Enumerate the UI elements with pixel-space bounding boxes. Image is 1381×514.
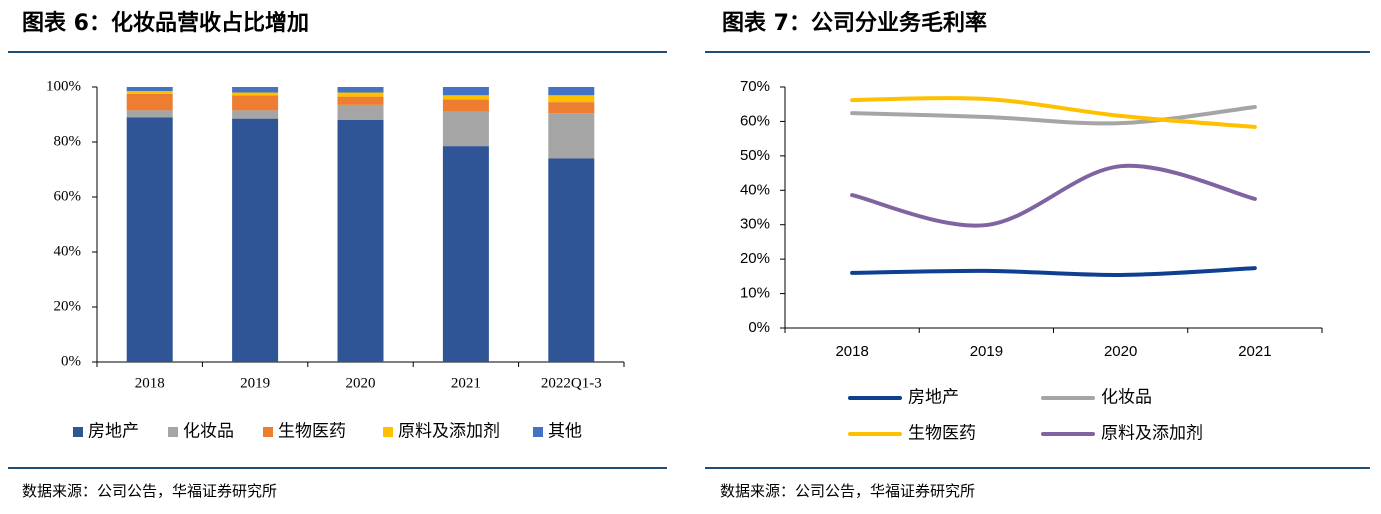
x-tick-label: 2019 — [970, 343, 1003, 360]
legend-swatch — [263, 427, 273, 437]
x-tick-label: 2021 — [451, 375, 481, 391]
bar-segment — [548, 158, 595, 362]
legend-label: 原料及添加剂 — [1101, 424, 1203, 444]
bar-segment — [232, 87, 279, 93]
bar-segment — [442, 95, 489, 100]
legend-label: 生物医药 — [278, 422, 346, 442]
bar-segment — [337, 92, 384, 97]
bar-segment — [548, 102, 595, 114]
series-line — [850, 266, 1257, 278]
bar-segment — [337, 104, 384, 120]
source: 数据来源：公司公告，华福证券研究所 — [22, 482, 277, 500]
series-line — [850, 104, 1257, 126]
chart-title: 图表 6：化妆品营收占比增加 — [22, 10, 309, 36]
y-tick-label: 40% — [740, 181, 770, 198]
y-tick-label: 50% — [740, 147, 770, 164]
x-tick-label: 2020 — [1104, 343, 1137, 360]
legend-swatch — [73, 427, 83, 437]
bar-segment — [126, 87, 173, 92]
y-tick-label: 60% — [740, 112, 770, 129]
legend-label: 生物医药 — [908, 424, 976, 444]
y-tick-label: 100% — [46, 78, 81, 94]
y-tick-label: 20% — [54, 298, 82, 314]
x-tick-label: 2020 — [346, 375, 376, 391]
bar-segment — [442, 146, 489, 362]
bar-segment — [442, 111, 489, 147]
x-tick-label: 2019 — [240, 375, 270, 391]
bar-segment — [232, 92, 279, 96]
bar-segment — [126, 117, 173, 362]
chart-title: 图表 7：公司分业务毛利率 — [722, 10, 987, 36]
bar-segment — [548, 113, 595, 159]
legend-label: 其他 — [548, 422, 582, 442]
bar-segment — [126, 91, 173, 94]
legend-label: 房地产 — [88, 422, 139, 442]
y-tick-label: 40% — [54, 243, 82, 259]
y-tick-label: 20% — [740, 250, 770, 267]
bar-segment — [232, 110, 279, 119]
source: 数据来源：公司公告，华福证券研究所 — [720, 482, 975, 500]
legend-label: 化妆品 — [1101, 388, 1152, 408]
y-tick-label: 30% — [740, 216, 770, 233]
bar-segment — [337, 87, 384, 93]
legend-label: 原料及添加剂 — [398, 422, 500, 442]
bar-segment — [548, 95, 595, 103]
legend-label: 房地产 — [908, 388, 959, 408]
legend-swatch — [168, 427, 178, 437]
y-tick-label: 70% — [740, 78, 770, 95]
bar-segment — [232, 95, 279, 111]
bar-segment — [442, 99, 489, 112]
y-tick-label: 0% — [61, 353, 81, 369]
y-tick-label: 10% — [740, 285, 770, 302]
bar-segment — [232, 118, 279, 362]
series-line — [850, 96, 1257, 129]
series-line — [850, 163, 1257, 228]
y-tick-label: 60% — [54, 188, 82, 204]
y-tick-label: 0% — [748, 319, 770, 336]
bar-segment — [337, 96, 384, 105]
bar-segment — [126, 110, 173, 118]
x-tick-label: 2018 — [135, 375, 165, 391]
legend-swatch — [533, 427, 543, 437]
y-tick-label: 80% — [54, 133, 82, 149]
x-tick-label: 2018 — [835, 343, 868, 360]
bar-segment — [337, 120, 384, 362]
x-tick-label: 2021 — [1238, 343, 1271, 360]
bar-segment — [548, 87, 595, 96]
legend-label: 化妆品 — [183, 422, 234, 442]
x-tick-label: 2022Q1-3 — [541, 375, 602, 391]
bar-segment — [126, 93, 173, 111]
bar-segment — [442, 87, 489, 96]
legend-swatch — [383, 427, 393, 437]
